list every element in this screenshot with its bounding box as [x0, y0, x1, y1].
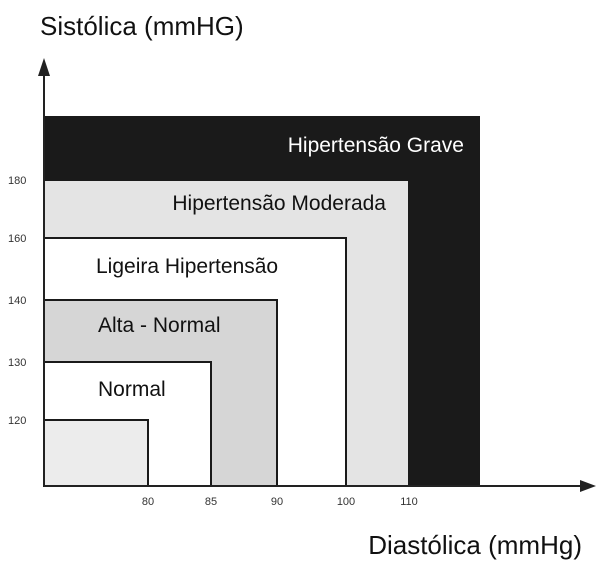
zone-5	[43, 419, 149, 487]
zone-label-2: Ligeira Hipertensão	[96, 255, 278, 278]
y-tick-4: 180	[8, 175, 26, 187]
zone-label-1: Hipertensão Moderada	[172, 192, 386, 215]
zone-label-4: Normal	[98, 378, 166, 401]
x-tick-3: 100	[337, 496, 355, 508]
labels-layer: Hipertensão Grave Hipertensão Moderada Lig…	[96, 134, 464, 401]
x-axis-arrow-icon	[580, 480, 596, 492]
y-tick-1: 130	[8, 357, 26, 369]
ticks-layer: 80 85 90 100 110 120 130 140 160 180	[8, 175, 418, 508]
x-axis-title: Diastólica (mmHg)	[368, 530, 582, 560]
zone-label-3: Alta - Normal	[98, 314, 221, 337]
axes-layer	[38, 58, 596, 492]
x-tick-1: 85	[205, 496, 217, 508]
x-tick-4: 110	[400, 496, 418, 508]
x-tick-0: 80	[142, 496, 154, 508]
y-axis-title: Sistólica (mmHG)	[40, 11, 244, 41]
y-tick-2: 140	[8, 295, 26, 307]
zones-layer	[43, 116, 480, 487]
y-tick-0: 120	[8, 415, 26, 427]
y-axis-arrow-icon	[38, 58, 50, 76]
y-tick-3: 160	[8, 233, 26, 245]
zone-label-0: Hipertensão Grave	[288, 134, 464, 157]
x-tick-2: 90	[271, 496, 283, 508]
